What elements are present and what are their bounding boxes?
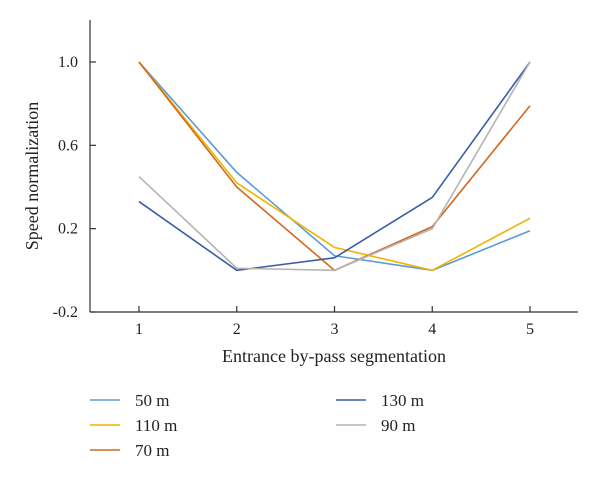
legend: 50 m 110 m 70 m 130 m 90 m	[90, 391, 424, 460]
legend-item: 110 m	[90, 416, 177, 435]
y-tick-label: -0.2	[53, 304, 78, 321]
legend-item: 90 m	[336, 416, 415, 435]
y-tick-label: 0.2	[58, 221, 78, 238]
legend-label: 90 m	[381, 416, 415, 435]
series-line-50-m	[138, 61, 531, 272]
y-axis-title: Speed normalization	[22, 102, 42, 250]
x-tick-label: 4	[428, 321, 436, 338]
x-tick-label: 1	[135, 321, 143, 338]
y-tick-label: 1.0	[58, 54, 78, 71]
legend-label: 50 m	[135, 391, 169, 410]
series-line-70-m	[138, 61, 531, 272]
legend-item: 50 m	[90, 391, 169, 410]
legend-label: 110 m	[135, 416, 177, 435]
series-lines	[138, 61, 531, 272]
series-line-130-m	[138, 61, 531, 272]
axes	[89, 20, 578, 313]
legend-item: 130 m	[336, 391, 424, 410]
series-line-110-m	[138, 61, 531, 272]
legend-label: 130 m	[381, 391, 424, 410]
series-line-90-m	[138, 61, 531, 272]
x-tick-label: 2	[233, 321, 241, 338]
x-tick-label: 3	[331, 321, 339, 338]
ticks: -0.2 0.2 0.6 1.0 1 2 3 4 5	[53, 54, 534, 338]
legend-item: 70 m	[90, 441, 169, 460]
legend-label: 70 m	[135, 441, 169, 460]
x-axis-title: Entrance by-pass segmentation	[222, 346, 446, 366]
y-tick-label: 0.6	[58, 137, 78, 154]
x-tick-label: 5	[526, 321, 534, 338]
